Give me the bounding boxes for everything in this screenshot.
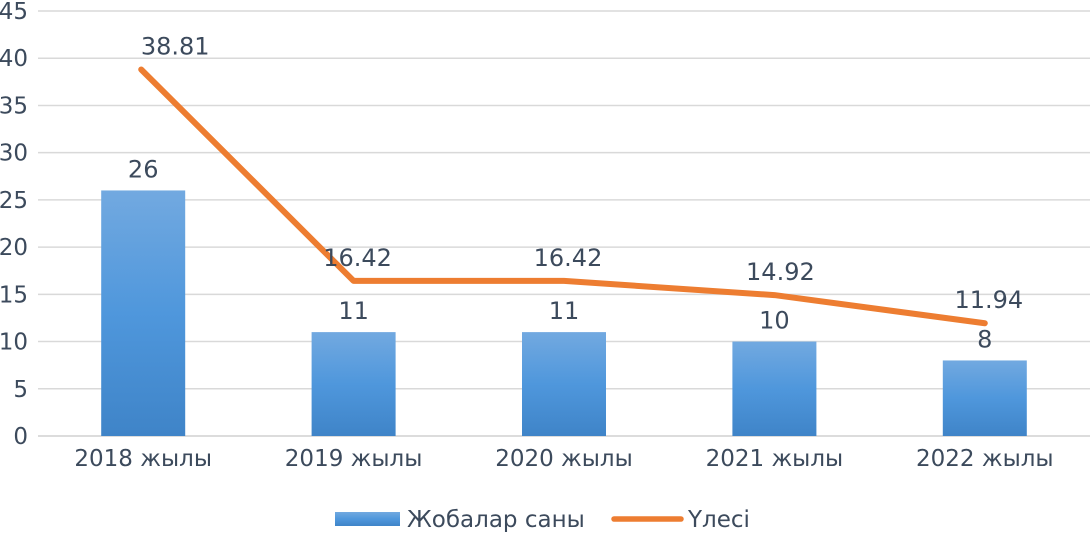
line-data-label: 38.81 bbox=[141, 32, 210, 60]
y-tick-label: 35 bbox=[0, 93, 28, 119]
bar bbox=[311, 332, 396, 436]
bar-data-label: 8 bbox=[977, 325, 992, 353]
y-tick-label: 30 bbox=[0, 141, 28, 167]
bar-data-label: 11 bbox=[338, 297, 369, 325]
series-line bbox=[138, 66, 988, 327]
bar-data-label: 11 bbox=[549, 297, 580, 325]
y-tick-label: 5 bbox=[13, 377, 28, 403]
gridlines bbox=[38, 10, 1090, 437]
x-category-label: 2019 жылы bbox=[285, 446, 423, 472]
x-category-label: 2018 жылы bbox=[74, 446, 212, 472]
y-tick-label: 40 bbox=[0, 46, 28, 72]
line-data-label: 11.94 bbox=[954, 286, 1023, 314]
y-tick-label: 0 bbox=[13, 424, 28, 450]
bar bbox=[732, 341, 817, 436]
line-data-label: 14.92 bbox=[746, 258, 815, 286]
x-category-label: 2020 жылы bbox=[495, 446, 633, 472]
bar-data-label: 10 bbox=[759, 307, 790, 335]
bar-data-label: 26 bbox=[128, 155, 159, 183]
y-tick-label: 15 bbox=[0, 282, 28, 308]
x-category-label: 2021 жылы bbox=[706, 446, 844, 472]
y-tick-label: 20 bbox=[0, 235, 28, 261]
line-series bbox=[138, 66, 988, 327]
y-tick-label: 25 bbox=[0, 188, 28, 214]
x-category-label: 2022 жылы bbox=[916, 446, 1054, 472]
line-data-label: 16.42 bbox=[323, 244, 392, 272]
y-tick-label: 10 bbox=[0, 330, 28, 356]
legend: Жобалар саны Үлесі bbox=[335, 507, 750, 533]
bar bbox=[942, 360, 1027, 436]
line-data-label: 16.42 bbox=[534, 244, 603, 272]
bar bbox=[101, 190, 186, 436]
y-tick-label: 45 bbox=[0, 0, 28, 25]
y-axis-ticks: 0 5 10 15 20 25 30 35 40 45 bbox=[0, 0, 28, 450]
x-axis-categories: 2018 жылы 2019 жылы 2020 жылы 2021 жылы 2022… bbox=[74, 446, 1053, 472]
bar-series bbox=[101, 190, 1027, 436]
data-labels: 26 11 11 10 8 38.81 16.42 16.42 14.92 11.94 bbox=[128, 32, 1023, 353]
legend-swatch-bars bbox=[335, 512, 400, 526]
legend-label-bars: Жобалар саны bbox=[407, 507, 585, 533]
legend-label-line: Үлесі bbox=[687, 507, 750, 533]
bar bbox=[522, 332, 606, 436]
